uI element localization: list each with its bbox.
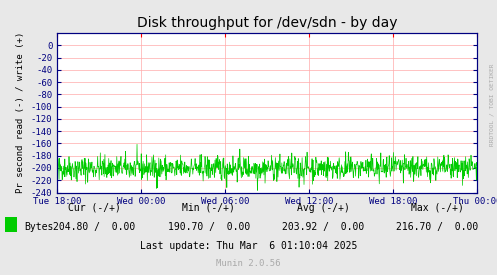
Text: Max (-/+): Max (-/+) [411, 203, 464, 213]
Title: Disk throughput for /dev/sdn - by day: Disk throughput for /dev/sdn - by day [137, 16, 398, 31]
Text: 203.92 /  0.00: 203.92 / 0.00 [282, 222, 364, 232]
Text: 190.70 /  0.00: 190.70 / 0.00 [167, 222, 250, 232]
Text: 204.80 /  0.00: 204.80 / 0.00 [53, 222, 136, 232]
Text: Last update: Thu Mar  6 01:10:04 2025: Last update: Thu Mar 6 01:10:04 2025 [140, 241, 357, 251]
Text: Avg (-/+): Avg (-/+) [297, 203, 349, 213]
Text: RRDTOOL / TOBI OETIKER: RRDTOOL / TOBI OETIKER [490, 63, 495, 146]
Text: Bytes: Bytes [24, 222, 53, 232]
Text: Munin 2.0.56: Munin 2.0.56 [216, 260, 281, 268]
Text: Min (-/+): Min (-/+) [182, 203, 235, 213]
Text: 216.70 /  0.00: 216.70 / 0.00 [396, 222, 479, 232]
Y-axis label: Pr second read (-) / write (+): Pr second read (-) / write (+) [16, 32, 25, 193]
Text: Cur (-/+): Cur (-/+) [68, 203, 121, 213]
